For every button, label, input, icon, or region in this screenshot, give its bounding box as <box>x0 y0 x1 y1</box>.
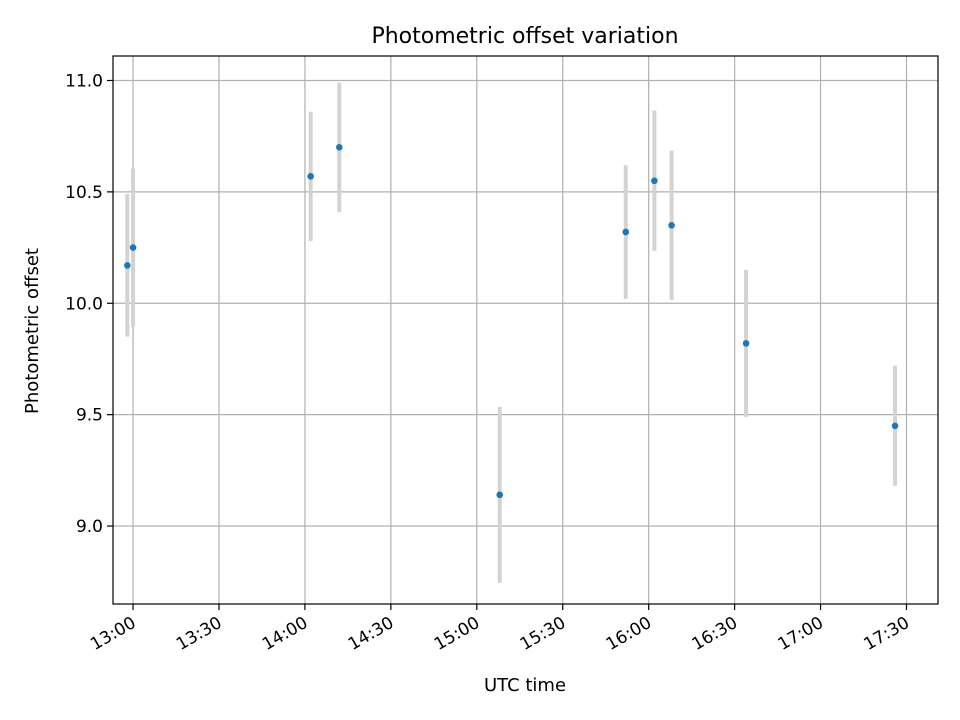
data-point <box>307 172 314 180</box>
y-tick-label: 9.5 <box>76 406 103 426</box>
x-axis: 13:00 13:30 14:00 14:30 15:00 15:30 16:00 16:30… <box>87 604 913 655</box>
plot-frame <box>112 55 939 605</box>
x-axis-label: UTC time <box>484 675 566 696</box>
x-tick-label: 14:30 <box>345 613 397 655</box>
x-tick-label: 15:00 <box>431 613 483 655</box>
y-tick-label: 11.0 <box>65 72 103 92</box>
data-point <box>668 222 675 229</box>
x-tick-label: 17:30 <box>861 613 913 655</box>
x-tick-label: 14:00 <box>259 613 311 655</box>
x-tick-label: 16:00 <box>603 613 655 655</box>
data-point <box>124 262 131 269</box>
y-axis: 9.0 9.5 10.0 10.5 11.0 <box>65 72 113 537</box>
data-point <box>496 491 504 499</box>
x-tick-label: 13:00 <box>87 613 139 655</box>
error-bars <box>125 82 898 583</box>
data-point <box>129 244 137 251</box>
data-point <box>622 228 630 236</box>
chart-title: Photometric offset variation <box>371 24 678 49</box>
y-axis-label: Photometric offset <box>22 248 43 414</box>
x-tick-label: 15:30 <box>517 613 569 655</box>
data-point <box>742 340 750 347</box>
x-tick-label: 17:00 <box>775 613 827 655</box>
x-tick-label: 13:30 <box>173 613 225 655</box>
y-tick-label: 10.0 <box>65 294 103 314</box>
data-point <box>891 422 899 430</box>
x-tick-label: 16:30 <box>689 613 741 655</box>
data-points <box>124 144 899 499</box>
grid <box>113 56 938 604</box>
data-point <box>651 177 658 185</box>
y-tick-label: 10.5 <box>65 183 103 203</box>
y-tick-label: 9.0 <box>76 517 103 537</box>
data-point <box>336 144 343 151</box>
